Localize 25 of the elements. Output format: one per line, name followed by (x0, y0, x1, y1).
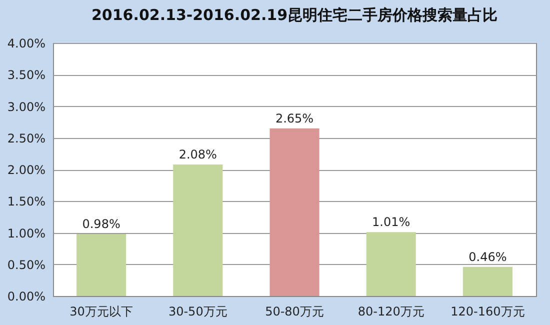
x-tick-label: 30万元以下 (70, 304, 133, 318)
y-tick-label: 2.00% (7, 163, 46, 177)
x-tick-label: 50-80万元 (265, 304, 324, 318)
data-label: 0.98% (82, 217, 120, 232)
y-tick-label: 0.00% (7, 290, 46, 304)
bar (462, 266, 512, 296)
x-tick-label: 30-50万元 (168, 304, 228, 318)
chart-title: 2016.02.13-2016.02.19昆明住宅二手房价格搜索量占比 (91, 6, 498, 24)
data-label: 2.65% (275, 111, 314, 126)
bar (366, 232, 416, 296)
x-tick-label: 120-160万元 (450, 304, 525, 318)
data-label: 0.46% (468, 250, 507, 264)
y-tick-label: 1.50% (7, 194, 46, 209)
data-label: 2.08% (178, 147, 217, 162)
data-label: 1.01% (372, 215, 410, 230)
y-tick-label: 3.00% (7, 100, 46, 114)
x-tick-label: 80-120万元 (358, 304, 424, 318)
y-tick-label: 4.00% (7, 36, 46, 50)
bar (270, 128, 320, 296)
y-tick-label: 2.50% (7, 131, 46, 146)
y-tick-label: 0.50% (7, 258, 46, 272)
bar (76, 234, 126, 296)
bar (173, 164, 223, 296)
y-tick-label: 3.50% (7, 68, 46, 82)
y-tick-label: 1.00% (7, 226, 46, 240)
